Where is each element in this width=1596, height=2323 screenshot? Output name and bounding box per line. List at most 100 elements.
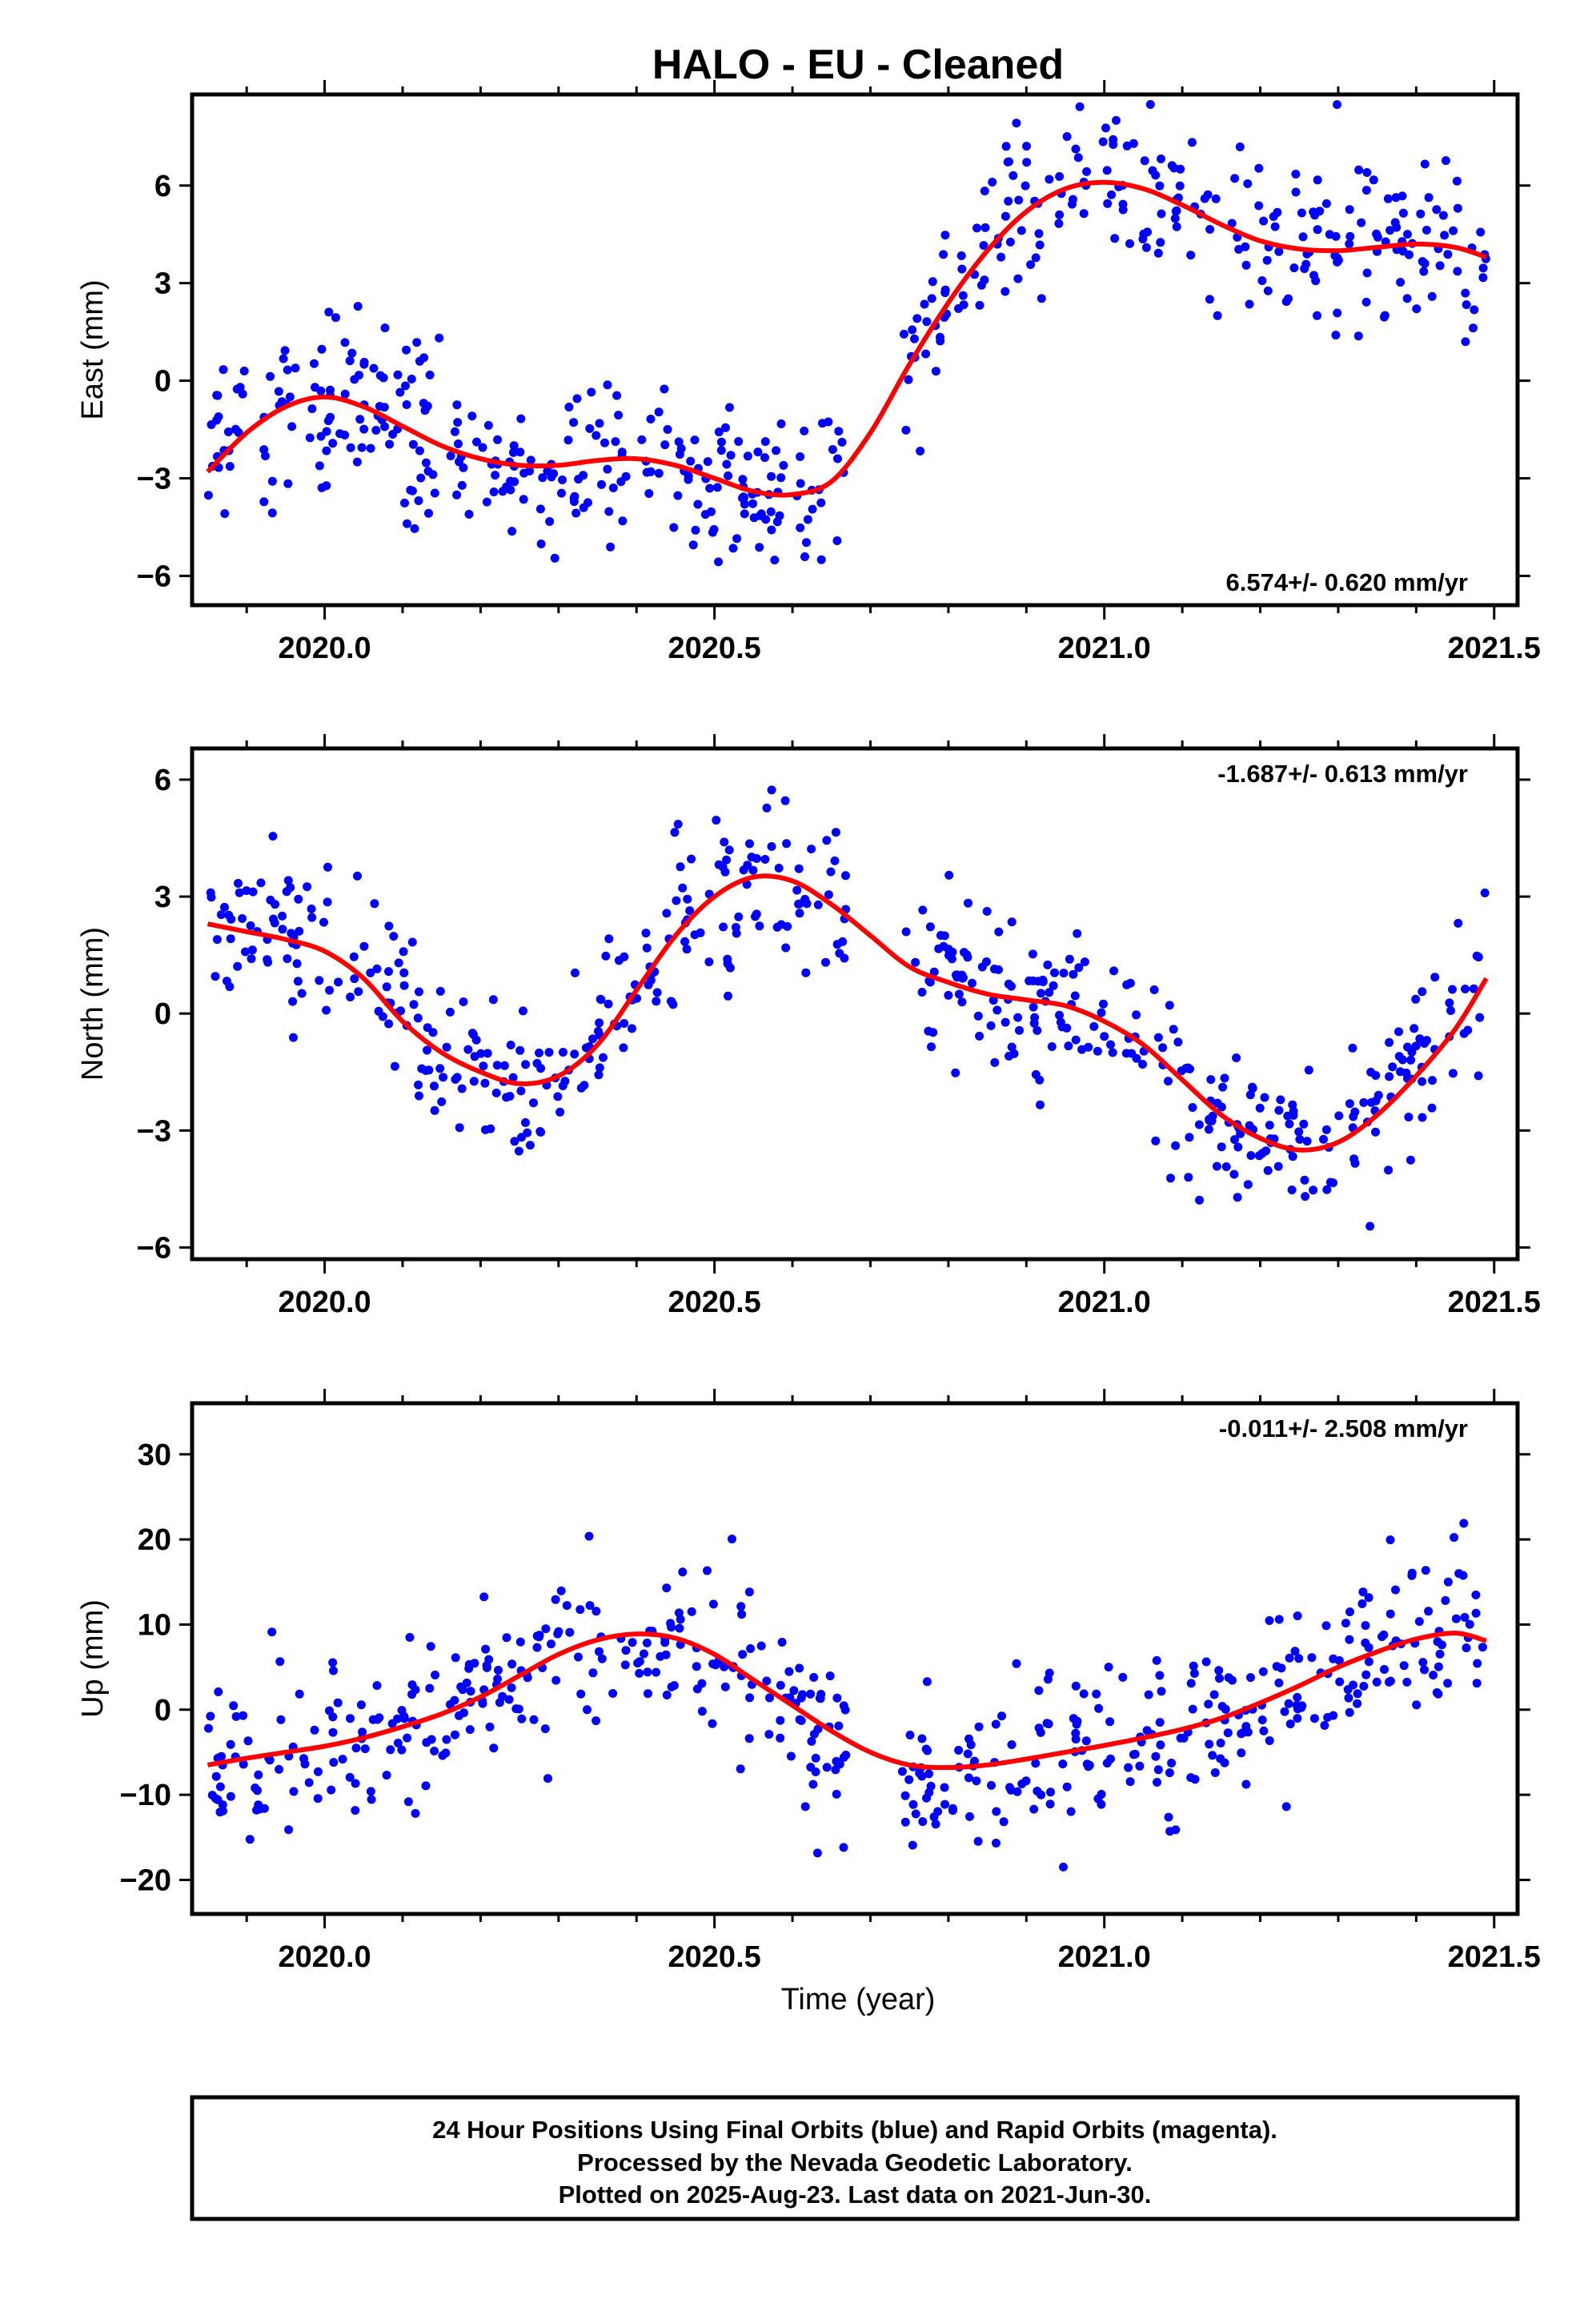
north-point bbox=[1217, 1142, 1226, 1152]
east-point bbox=[939, 250, 948, 259]
up-point bbox=[687, 1607, 696, 1616]
east-point bbox=[927, 294, 936, 303]
east-point bbox=[1116, 83, 1125, 92]
up-point bbox=[345, 1772, 355, 1782]
east-point bbox=[283, 479, 293, 488]
up-point bbox=[922, 1793, 931, 1803]
east-point bbox=[212, 415, 222, 425]
east-point bbox=[425, 371, 435, 379]
north-point bbox=[767, 842, 776, 851]
north-point bbox=[521, 1117, 530, 1127]
panel-up: 2020.0 2020.5 2021.0 2021.5 −20 −10 0 10 20 30 Up … bbox=[76, 1389, 1541, 1974]
up-point bbox=[621, 1646, 631, 1655]
north-point bbox=[1233, 1193, 1242, 1202]
north-point bbox=[652, 988, 662, 997]
panel-east: 2020.0 2020.5 2021.0 2021.5 −6 −3 0 3 6 East (mm)… bbox=[76, 80, 1541, 665]
up-point bbox=[1189, 1669, 1199, 1678]
north-point bbox=[1033, 1025, 1042, 1035]
up-point bbox=[382, 1771, 391, 1780]
north-point bbox=[480, 1078, 490, 1088]
east-point bbox=[904, 375, 913, 384]
up-point bbox=[1429, 1671, 1438, 1680]
north-point bbox=[745, 839, 754, 849]
up-point bbox=[1294, 1654, 1304, 1663]
north-point bbox=[1229, 1170, 1239, 1179]
east-point bbox=[478, 443, 487, 452]
east-point bbox=[916, 447, 925, 455]
up-point bbox=[329, 1758, 339, 1767]
east-point bbox=[760, 453, 769, 463]
north-point bbox=[1365, 1222, 1375, 1231]
east-point bbox=[454, 439, 463, 448]
up-point bbox=[494, 1666, 503, 1675]
east-point bbox=[899, 329, 908, 339]
up-point bbox=[211, 1771, 221, 1781]
east-point bbox=[1109, 134, 1118, 144]
north-point bbox=[1043, 960, 1053, 969]
north-point bbox=[1166, 1174, 1175, 1183]
up-point bbox=[795, 1663, 804, 1673]
north-point bbox=[452, 1073, 462, 1082]
up-point bbox=[929, 1812, 939, 1822]
east-point bbox=[1073, 153, 1083, 162]
up-point bbox=[442, 1735, 451, 1744]
up-point bbox=[1345, 1607, 1354, 1617]
east-point bbox=[654, 407, 664, 417]
north-point bbox=[1406, 1155, 1415, 1165]
north-point bbox=[486, 1124, 495, 1133]
up-point bbox=[1013, 1787, 1022, 1796]
east-point bbox=[1419, 267, 1429, 276]
east-point bbox=[604, 507, 614, 516]
east-point bbox=[1289, 263, 1299, 273]
up-point bbox=[999, 1817, 1009, 1827]
up-point bbox=[744, 1734, 754, 1743]
up-point bbox=[397, 1745, 407, 1755]
up-point bbox=[445, 1699, 455, 1709]
east-point bbox=[1009, 171, 1018, 180]
up-point bbox=[1265, 1736, 1274, 1745]
up-point bbox=[328, 1712, 338, 1722]
north-point bbox=[588, 1034, 597, 1044]
east-point bbox=[1262, 255, 1272, 265]
east-point bbox=[564, 403, 574, 411]
up-point bbox=[1220, 1758, 1229, 1767]
up-point bbox=[948, 1806, 957, 1815]
north-point bbox=[515, 1045, 525, 1055]
east-point bbox=[1453, 203, 1462, 213]
east-point bbox=[663, 425, 672, 434]
east-point bbox=[1205, 225, 1215, 234]
up-point bbox=[661, 1650, 671, 1659]
north-point bbox=[372, 964, 382, 973]
north-point bbox=[292, 959, 302, 969]
north-point bbox=[1273, 1162, 1283, 1171]
up-point bbox=[427, 1735, 436, 1744]
up-point bbox=[495, 1698, 504, 1707]
up-point bbox=[1345, 1707, 1354, 1717]
up-point bbox=[562, 1601, 571, 1611]
up-point bbox=[245, 1835, 255, 1844]
up-point bbox=[397, 1706, 407, 1715]
north-point bbox=[1036, 1100, 1045, 1109]
north-point bbox=[642, 943, 652, 953]
up-ylabel: Up (mm) bbox=[76, 1599, 110, 1718]
up-point bbox=[229, 1701, 239, 1711]
north-point bbox=[1446, 1006, 1455, 1015]
east-point bbox=[322, 446, 331, 455]
north-point bbox=[619, 1043, 628, 1053]
north-point bbox=[1459, 1029, 1469, 1038]
east-ylabel: East (mm) bbox=[76, 279, 110, 419]
north-point bbox=[1299, 1119, 1309, 1129]
north-point bbox=[821, 957, 830, 967]
east-point bbox=[1005, 237, 1015, 247]
north-point bbox=[720, 837, 729, 847]
east-point bbox=[472, 437, 481, 447]
up-point bbox=[1188, 1704, 1197, 1714]
north-point bbox=[940, 931, 949, 941]
north-point bbox=[760, 855, 770, 864]
up-point bbox=[504, 1695, 514, 1704]
east-point bbox=[414, 496, 423, 505]
east-point bbox=[506, 485, 515, 495]
east-point bbox=[1075, 102, 1085, 111]
north-point bbox=[442, 1042, 451, 1052]
up-point bbox=[1353, 1699, 1362, 1708]
